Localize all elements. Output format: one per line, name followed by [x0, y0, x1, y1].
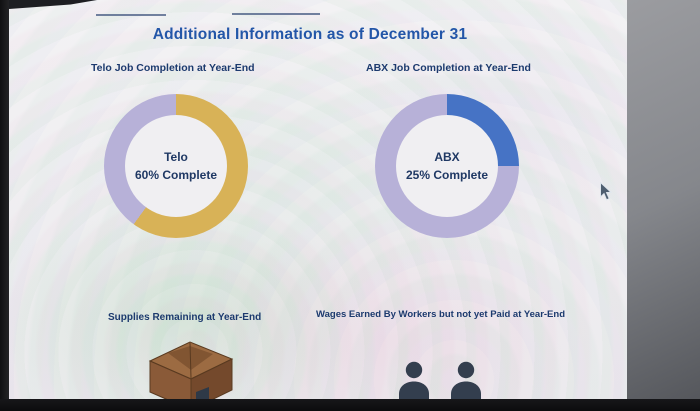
- page-edge-line: [232, 13, 320, 15]
- person-icon: [451, 361, 481, 402]
- page-title: Additional Information as of December 31: [152, 26, 468, 43]
- telo-center-name: Telo: [164, 150, 188, 165]
- bottom-bezel: [0, 399, 700, 411]
- page-edge-line: [96, 14, 166, 16]
- wages-label: Wages Earned By Workers but not yet Paid…: [316, 309, 566, 320]
- desktop-gray-panel: [627, 0, 700, 400]
- supplies-label: Supplies Remaining at Year-End: [108, 312, 262, 323]
- telo-center-percent: 60% Complete: [134, 167, 218, 182]
- abx-donut-center: ABX 25% Complete: [396, 115, 498, 217]
- telo-chart-heading: Telo Job Completion at Year-End: [91, 62, 255, 74]
- screen-background: [9, 0, 627, 400]
- workers-icon: [399, 361, 481, 402]
- cursor-arrow: [600, 182, 613, 201]
- person-body: [399, 381, 429, 402]
- person-head: [457, 361, 475, 379]
- box-top-seam: [189, 342, 192, 379]
- left-bezel: [0, 0, 9, 411]
- telo-donut-center: Telo 60% Complete: [125, 115, 227, 217]
- top-left-shadow: [9, 0, 97, 9]
- person-head: [405, 361, 423, 379]
- person-body: [451, 381, 481, 402]
- telo-donut-chart: Telo 60% Complete: [104, 94, 248, 238]
- box-front-face: [149, 360, 192, 410]
- abx-chart-heading: ABX Job Completion at Year-End: [366, 62, 531, 74]
- moire-pattern: [9, 0, 627, 400]
- supplies-box-icon: [148, 341, 234, 410]
- abx-donut-chart: ABX 25% Complete: [375, 94, 519, 238]
- abx-center-name: ABX: [434, 150, 460, 165]
- person-icon: [399, 361, 429, 402]
- mouse-cursor-icon: [600, 182, 613, 201]
- abx-center-percent: 25% Complete: [405, 167, 489, 182]
